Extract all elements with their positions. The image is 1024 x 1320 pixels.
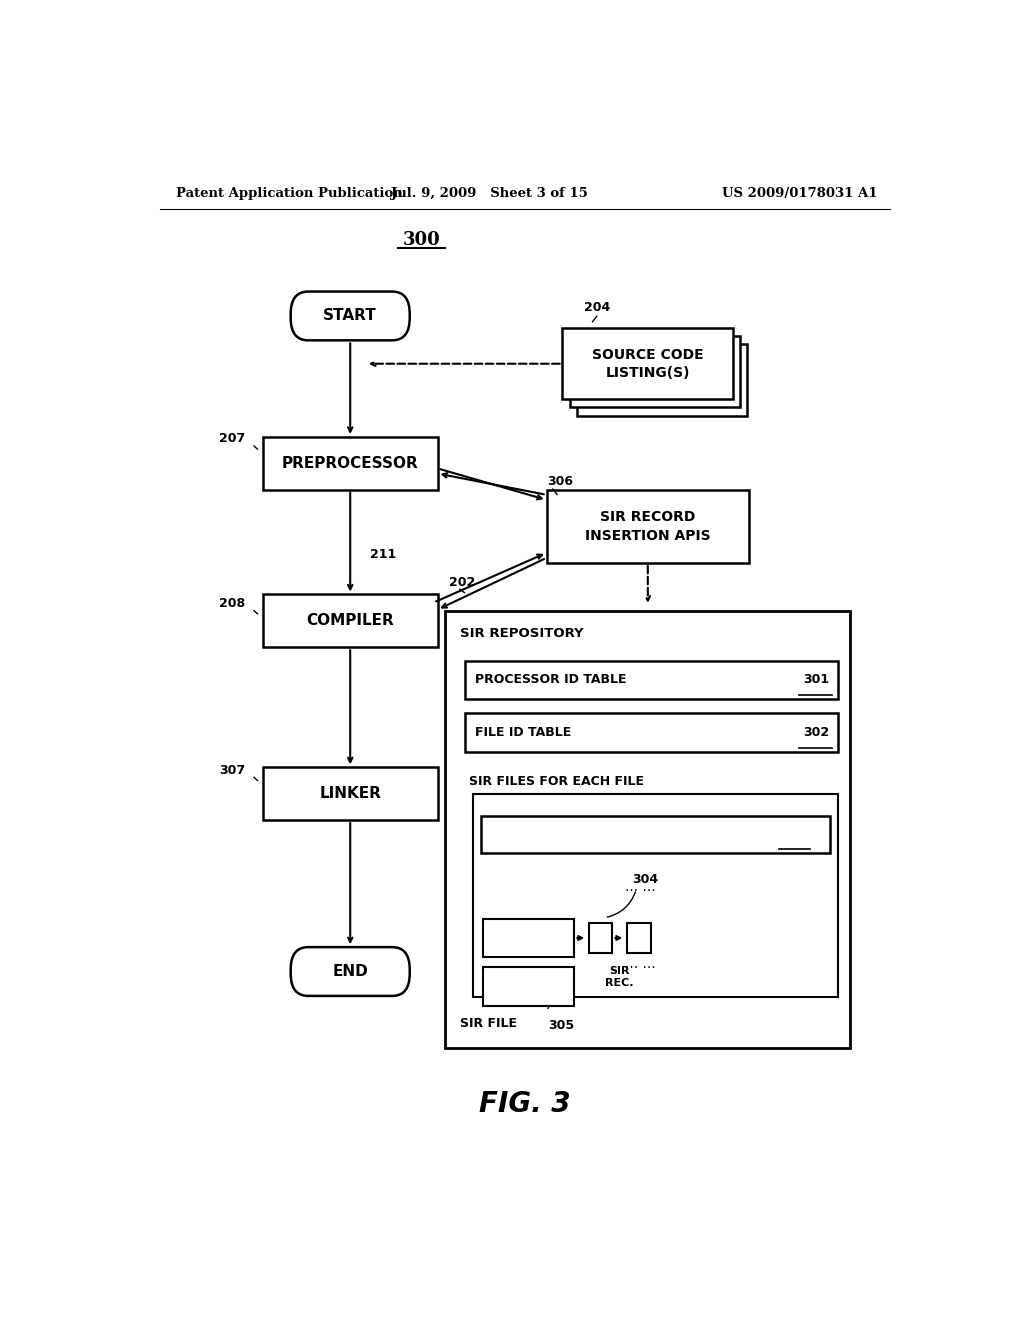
Text: 300: 300 (402, 231, 440, 248)
FancyBboxPatch shape (569, 337, 740, 408)
Text: LINE N+1: LINE N+1 (496, 981, 561, 993)
FancyBboxPatch shape (481, 816, 830, 853)
FancyBboxPatch shape (263, 437, 437, 490)
FancyBboxPatch shape (291, 948, 410, 995)
Text: SOURCE CODE
LISTING(S): SOURCE CODE LISTING(S) (592, 347, 703, 380)
FancyBboxPatch shape (473, 793, 839, 997)
Text: PROCESSOR ID TABLE: PROCESSOR ID TABLE (475, 673, 627, 686)
Text: 305: 305 (549, 1019, 574, 1032)
FancyBboxPatch shape (589, 923, 612, 953)
Text: LINE N: LINE N (506, 932, 552, 945)
Text: Patent Application Publication: Patent Application Publication (176, 187, 402, 201)
Text: PREPROCESSOR: PREPROCESSOR (282, 455, 419, 471)
FancyBboxPatch shape (562, 329, 733, 399)
FancyBboxPatch shape (547, 490, 749, 562)
Text: SIR HEADER: SIR HEADER (494, 828, 578, 841)
Text: 304: 304 (633, 873, 658, 886)
Text: US 2009/0178031 A1: US 2009/0178031 A1 (723, 187, 878, 201)
FancyBboxPatch shape (263, 594, 437, 647)
Text: 204: 204 (585, 301, 610, 314)
Text: SIR
REC.: SIR REC. (605, 966, 634, 989)
FancyBboxPatch shape (465, 713, 839, 752)
FancyBboxPatch shape (263, 767, 437, 820)
Text: FILE ID TABLE: FILE ID TABLE (475, 726, 571, 739)
FancyBboxPatch shape (483, 919, 574, 957)
Text: 207: 207 (219, 433, 246, 445)
Text: FIG. 3: FIG. 3 (479, 1089, 570, 1118)
FancyBboxPatch shape (577, 345, 748, 416)
Text: SIR FILE: SIR FILE (460, 1016, 517, 1030)
Text: 307: 307 (219, 764, 246, 776)
Text: 303: 303 (781, 828, 808, 841)
FancyBboxPatch shape (483, 968, 574, 1006)
Text: END: END (333, 964, 368, 979)
Text: LINKER: LINKER (319, 787, 381, 801)
Text: ... ...: ... ... (625, 957, 655, 972)
Text: SIR RECORD
INSERTION APIS: SIR RECORD INSERTION APIS (585, 510, 711, 543)
FancyBboxPatch shape (445, 611, 850, 1048)
Text: START: START (324, 309, 377, 323)
Text: 211: 211 (370, 548, 396, 561)
FancyBboxPatch shape (291, 292, 410, 341)
Text: ... ...: ... ... (625, 880, 655, 894)
Text: Jul. 9, 2009   Sheet 3 of 15: Jul. 9, 2009 Sheet 3 of 15 (390, 187, 588, 201)
FancyBboxPatch shape (627, 923, 650, 953)
Text: 208: 208 (219, 597, 246, 610)
Text: 302: 302 (803, 726, 829, 739)
Text: SIR FILES FOR EACH FILE: SIR FILES FOR EACH FILE (469, 775, 644, 788)
Text: 202: 202 (450, 576, 476, 589)
Text: 301: 301 (803, 673, 829, 686)
Text: COMPILER: COMPILER (306, 614, 394, 628)
Text: 306: 306 (547, 475, 573, 488)
FancyBboxPatch shape (465, 660, 839, 700)
Text: SIR REPOSITORY: SIR REPOSITORY (460, 627, 584, 640)
